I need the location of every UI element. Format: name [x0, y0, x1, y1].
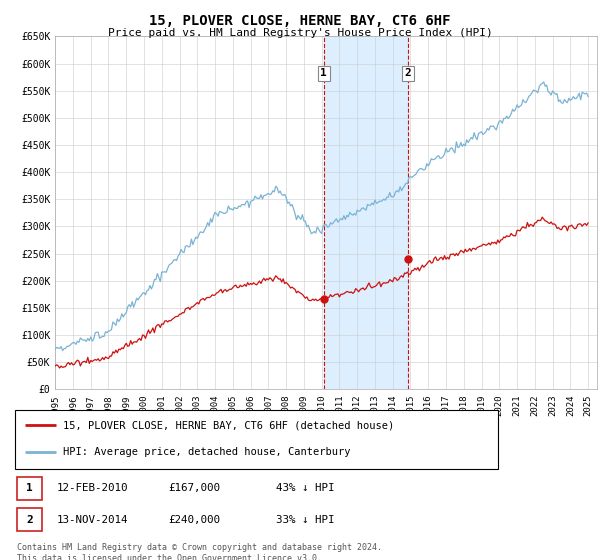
- Text: £167,000: £167,000: [168, 483, 220, 493]
- Text: 2: 2: [405, 68, 412, 78]
- Text: Contains HM Land Registry data © Crown copyright and database right 2024.
This d: Contains HM Land Registry data © Crown c…: [17, 543, 382, 560]
- Bar: [324, 36, 408, 389]
- Text: £240,000: £240,000: [168, 515, 220, 525]
- Text: 2: 2: [26, 515, 33, 525]
- Text: 15, PLOVER CLOSE, HERNE BAY, CT6 6HF (detached house): 15, PLOVER CLOSE, HERNE BAY, CT6 6HF (de…: [64, 420, 395, 430]
- Text: Price paid vs. HM Land Registry's House Price Index (HPI): Price paid vs. HM Land Registry's House …: [107, 28, 493, 38]
- Text: HPI: Average price, detached house, Canterbury: HPI: Average price, detached house, Cant…: [64, 447, 351, 458]
- Text: 33% ↓ HPI: 33% ↓ HPI: [276, 515, 335, 525]
- Text: 1: 1: [26, 483, 33, 493]
- Text: 13-NOV-2014: 13-NOV-2014: [57, 515, 128, 525]
- Text: 12-FEB-2010: 12-FEB-2010: [57, 483, 128, 493]
- Text: 1: 1: [320, 68, 327, 78]
- Text: 43% ↓ HPI: 43% ↓ HPI: [276, 483, 335, 493]
- Text: 15, PLOVER CLOSE, HERNE BAY, CT6 6HF: 15, PLOVER CLOSE, HERNE BAY, CT6 6HF: [149, 14, 451, 28]
